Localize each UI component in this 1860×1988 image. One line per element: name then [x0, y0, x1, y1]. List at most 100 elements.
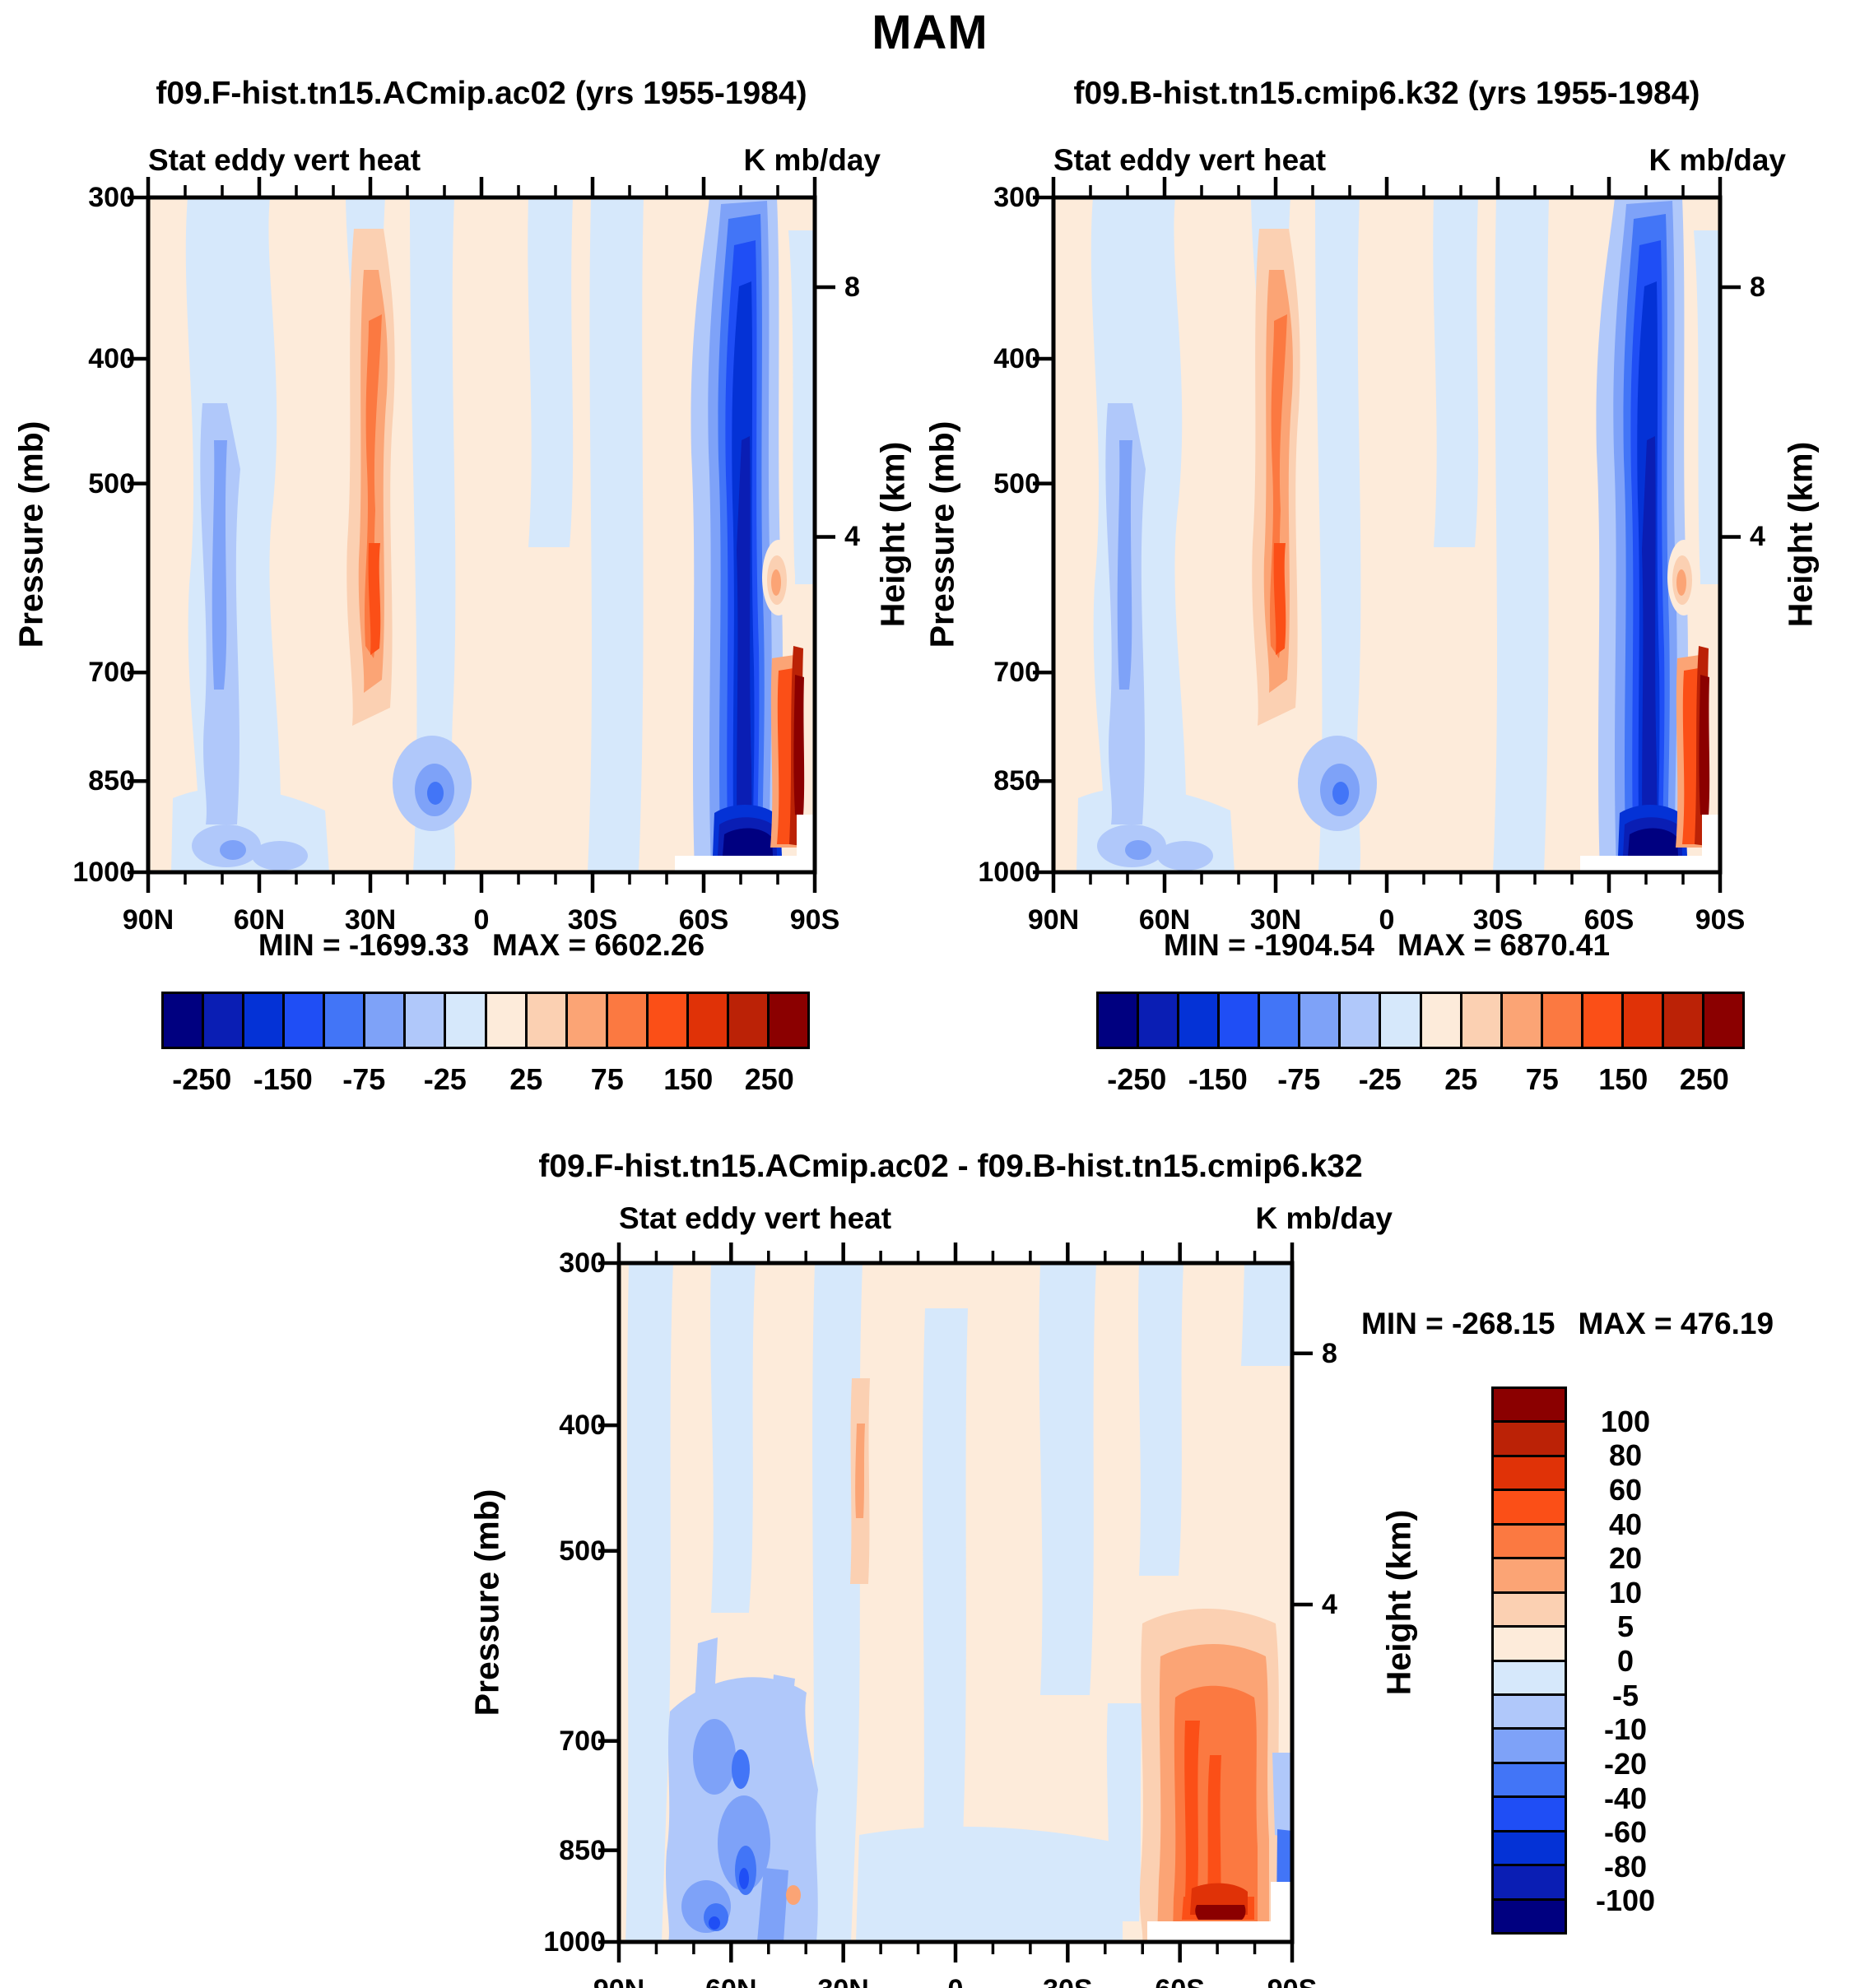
- panel2-pressure-axis-label: Pressure (mb): [923, 420, 961, 648]
- colorbar-tick-label: 25: [509, 1062, 543, 1096]
- colorbar-2: -250 -150 -75 -25 25 75 150 250: [1096, 992, 1745, 1096]
- colorbar-cell: [325, 994, 366, 1047]
- colorbar-cell: [1220, 994, 1261, 1047]
- colorbar-tick-label: 0: [1616, 1644, 1634, 1678]
- colorbar-tick-label: 100: [1600, 1404, 1651, 1438]
- panel3-min-value: MIN = -268.15: [1361, 1307, 1555, 1340]
- latitude-tick-label: 90N: [570, 1973, 668, 1988]
- colorbar-tick-label: -25: [423, 1062, 467, 1096]
- colorbar-tick-label: -75: [1277, 1062, 1321, 1096]
- colorbar-tick-label: -60: [1603, 1815, 1648, 1850]
- colorbar-cell: [1494, 1832, 1565, 1867]
- colorbar-cell: [486, 994, 528, 1047]
- colorbar-tick-label: 250: [744, 1062, 794, 1096]
- colorbar-cell: [365, 994, 407, 1047]
- pressure-tick-label: 300: [993, 182, 1040, 213]
- colorbar-cell: [1494, 1661, 1565, 1696]
- panel2-stats: MIN = -1904.54 MAX = 6870.41: [1053, 928, 1720, 963]
- colorbar-cell: [446, 994, 487, 1047]
- latitude-tick-label: 60N: [233, 904, 286, 936]
- colorbar-tick-label: -40: [1603, 1781, 1648, 1815]
- colorbar-tick-label: -20: [1603, 1746, 1648, 1781]
- panel2-min-value: MIN = -1904.54: [1163, 928, 1374, 962]
- colorbar-tick-label: -5: [1611, 1678, 1639, 1712]
- colorbar-cell: [1179, 994, 1221, 1047]
- colorbar-tick-label: 150: [1598, 1062, 1648, 1096]
- colorbar-cell: [769, 994, 807, 1047]
- panel1-pressure-axis-label: Pressure (mb): [12, 420, 50, 648]
- colorbar-cell: [607, 994, 649, 1047]
- colorbar-cell: [1494, 1763, 1565, 1799]
- panel2-subtitle-row: Stat eddy vert heat K mb/day: [1053, 143, 1786, 178]
- figure-title: MAM: [872, 6, 988, 59]
- panel3-stats: MIN = -268.15 MAX = 476.19: [1350, 1307, 1778, 1341]
- panel3-pressure-axis-label: Pressure (mb): [467, 1489, 506, 1716]
- colorbar-cell: [1494, 1593, 1565, 1628]
- colorbar-1: -250 -150 -75 -25 25 75 150 250: [161, 992, 810, 1096]
- latitude-tick-label: 60S: [678, 904, 729, 936]
- panel1-title: f09.F-hist.tn15.ACmip.ac02 (yrs 1955-198…: [156, 76, 807, 111]
- colorbar-tick-label: -10: [1603, 1712, 1648, 1747]
- colorbar-cell: [1494, 1491, 1565, 1526]
- latitude-tick-label: 30N: [1249, 904, 1302, 936]
- panel1-units-label: K mb/day: [743, 143, 881, 177]
- colorbar-cell: [1260, 994, 1301, 1047]
- colorbar-cell: [1502, 994, 1543, 1047]
- pressure-tick-label: 850: [559, 1834, 606, 1866]
- contour-plot-1: 300 400 500 700 850 1000 8 4 90N 60N 30N 0 30S 60S 90S: [72, 177, 860, 936]
- colorbar-tick-label: -250: [172, 1062, 232, 1096]
- colorbar-cell: [406, 994, 447, 1047]
- colorbar-cells: [161, 992, 810, 1049]
- latitude-tick-label: 90S: [1695, 904, 1746, 936]
- colorbar-tick-label: 25: [1444, 1062, 1478, 1096]
- colorbar-cell: [1494, 1798, 1565, 1832]
- colorbar-cell: [1494, 1628, 1565, 1662]
- latitude-tick-label: 60N: [681, 1973, 780, 1988]
- panel2-field-label: Stat eddy vert heat: [1053, 143, 1327, 177]
- panel1-min-value: MIN = -1699.33: [258, 928, 469, 962]
- pressure-tick-label: 500: [88, 467, 135, 499]
- colorbar-tick-label: 250: [1679, 1062, 1729, 1096]
- pressure-tick-label: 700: [88, 657, 135, 689]
- pressure-tick-label: 400: [559, 1410, 606, 1442]
- colorbar-tick-label: -150: [253, 1062, 313, 1096]
- latitude-tick-label: 60S: [1583, 904, 1634, 936]
- colorbar-tick-label: 150: [663, 1062, 714, 1096]
- pressure-tick-label: 700: [993, 657, 1040, 689]
- colorbar-cell: [1663, 994, 1704, 1047]
- colorbar-cell: [1494, 1866, 1565, 1901]
- contour-plot-2: 300 400 500 700 850 1000 8 4 90N 60N 30N 0 30S 60S 90S: [978, 177, 1765, 936]
- colorbar-cell: [285, 994, 326, 1047]
- panel3-units-label: K mb/day: [1255, 1201, 1393, 1235]
- latitude-tick-label: 30S: [1018, 1973, 1117, 1988]
- pressure-tick-label: 500: [559, 1535, 606, 1567]
- height-tick-label: 4: [1750, 521, 1765, 553]
- colorbar-cell: [1462, 994, 1503, 1047]
- colorbar-cells: [1491, 1386, 1567, 1935]
- colorbar-cell: [688, 994, 729, 1047]
- latitude-tick-label: 90S: [789, 904, 840, 936]
- colorbar-tick-label: 60: [1608, 1472, 1643, 1507]
- colorbar-tick-label: 75: [590, 1062, 624, 1096]
- panel1-max-value: MAX = 6602.26: [491, 928, 705, 962]
- colorbar-cell: [1341, 994, 1382, 1047]
- panel1-height-axis-label: Height (km): [873, 441, 912, 628]
- contour-field-3: [619, 1263, 1292, 1942]
- colorbar-tick-label: -25: [1358, 1062, 1402, 1096]
- colorbar-tick-label: 10: [1608, 1575, 1643, 1609]
- latitude-tick-label: 0: [473, 904, 490, 936]
- colorbar-cell: [204, 994, 245, 1047]
- latitude-tick-label: 30S: [567, 904, 618, 936]
- latitude-tick-label: 90N: [122, 904, 174, 936]
- colorbar-cell: [1623, 994, 1664, 1047]
- height-tick-label: 8: [1750, 272, 1765, 304]
- colorbar-cell: [1542, 994, 1583, 1047]
- panel2-units-label: K mb/day: [1648, 143, 1786, 177]
- colorbar-cell: [1494, 1423, 1565, 1457]
- panel3-title: f09.F-hist.tn15.ACmip.ac02 - f09.B-hist.…: [538, 1149, 1363, 1184]
- panel2-height-axis-label: Height (km): [1781, 441, 1820, 628]
- colorbar-cell: [1494, 1695, 1565, 1730]
- pressure-tick-label: 1000: [72, 857, 135, 888]
